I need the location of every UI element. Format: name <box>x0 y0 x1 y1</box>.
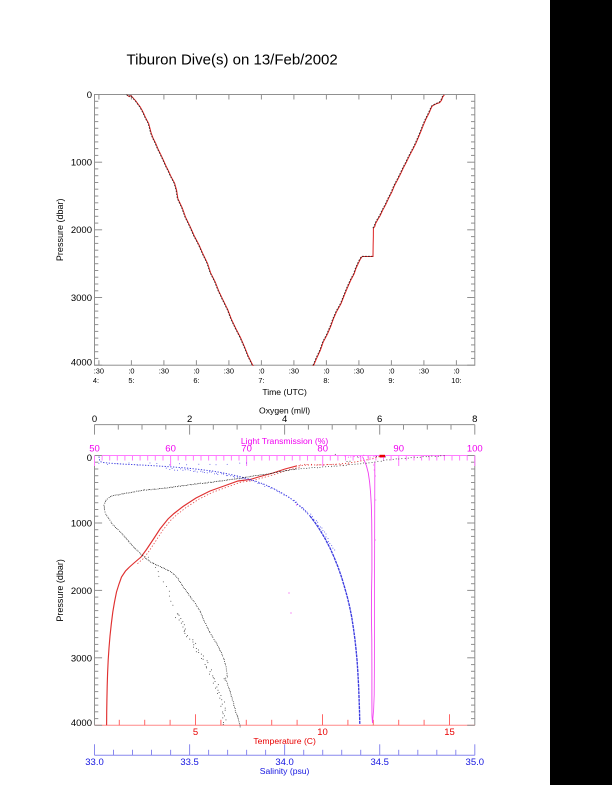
svg-text::30: :30 <box>159 367 169 376</box>
svg-text:60: 60 <box>165 443 176 454</box>
svg-text:3000: 3000 <box>71 293 92 304</box>
svg-text:80: 80 <box>317 443 328 454</box>
svg-text::0: :0 <box>258 367 264 376</box>
svg-text:2000: 2000 <box>71 586 92 597</box>
svg-text:5:: 5: <box>128 376 134 385</box>
svg-text:6:: 6: <box>193 376 199 385</box>
svg-text:Light Transmission (%): Light Transmission (%) <box>241 436 329 446</box>
svg-text:10:: 10: <box>451 376 461 385</box>
svg-text:34.5: 34.5 <box>370 757 389 768</box>
svg-text:Time (UTC): Time (UTC) <box>262 387 307 397</box>
svg-text:Oxygen (ml/l): Oxygen (ml/l) <box>259 405 310 415</box>
svg-text:5: 5 <box>193 727 198 738</box>
svg-text:34.0: 34.0 <box>275 757 294 768</box>
svg-text:8:: 8: <box>323 376 329 385</box>
svg-text:10: 10 <box>317 727 328 738</box>
svg-text:3000: 3000 <box>71 653 92 664</box>
svg-text:9:: 9: <box>388 376 394 385</box>
svg-text:90: 90 <box>393 443 404 454</box>
svg-text::30: :30 <box>289 367 299 376</box>
svg-text::30: :30 <box>419 367 429 376</box>
svg-text::0: :0 <box>453 367 459 376</box>
svg-text:6: 6 <box>377 414 382 425</box>
svg-text:0: 0 <box>92 414 97 425</box>
svg-text:33.5: 33.5 <box>180 757 199 768</box>
svg-text:Temperature (C): Temperature (C) <box>253 736 316 746</box>
svg-text:7:: 7: <box>258 376 264 385</box>
svg-text:0: 0 <box>87 453 92 464</box>
svg-text:2: 2 <box>187 414 192 425</box>
svg-text:33.0: 33.0 <box>85 757 104 768</box>
svg-text:Pressure (dbar): Pressure (dbar) <box>55 199 65 262</box>
svg-text:4:: 4: <box>93 376 99 385</box>
svg-text:70: 70 <box>241 443 252 454</box>
svg-text:4000: 4000 <box>71 358 92 369</box>
svg-text:35.0: 35.0 <box>466 757 485 768</box>
svg-text:100: 100 <box>467 443 483 454</box>
svg-text:2000: 2000 <box>71 225 92 236</box>
svg-text::0: :0 <box>388 367 394 376</box>
svg-text::0: :0 <box>193 367 199 376</box>
svg-text::30: :30 <box>354 367 364 376</box>
svg-text:0: 0 <box>87 90 92 101</box>
svg-text::30: :30 <box>224 367 234 376</box>
svg-text::0: :0 <box>323 367 329 376</box>
svg-text:4: 4 <box>282 414 287 425</box>
svg-text:8: 8 <box>472 414 477 425</box>
svg-text:50: 50 <box>89 443 100 454</box>
svg-text:Pressure (dbar): Pressure (dbar) <box>55 559 65 622</box>
svg-text::30: :30 <box>94 367 104 376</box>
svg-text:4000: 4000 <box>71 718 92 729</box>
svg-text::0: :0 <box>128 367 134 376</box>
svg-text:Tiburon Dive(s) on 13/Feb/2002: Tiburon Dive(s) on 13/Feb/2002 <box>127 52 338 69</box>
svg-text:1000: 1000 <box>71 518 92 529</box>
svg-text:1000: 1000 <box>71 158 92 169</box>
svg-text:Salinity (psu): Salinity (psu) <box>260 766 310 776</box>
svg-text:15: 15 <box>444 727 455 738</box>
